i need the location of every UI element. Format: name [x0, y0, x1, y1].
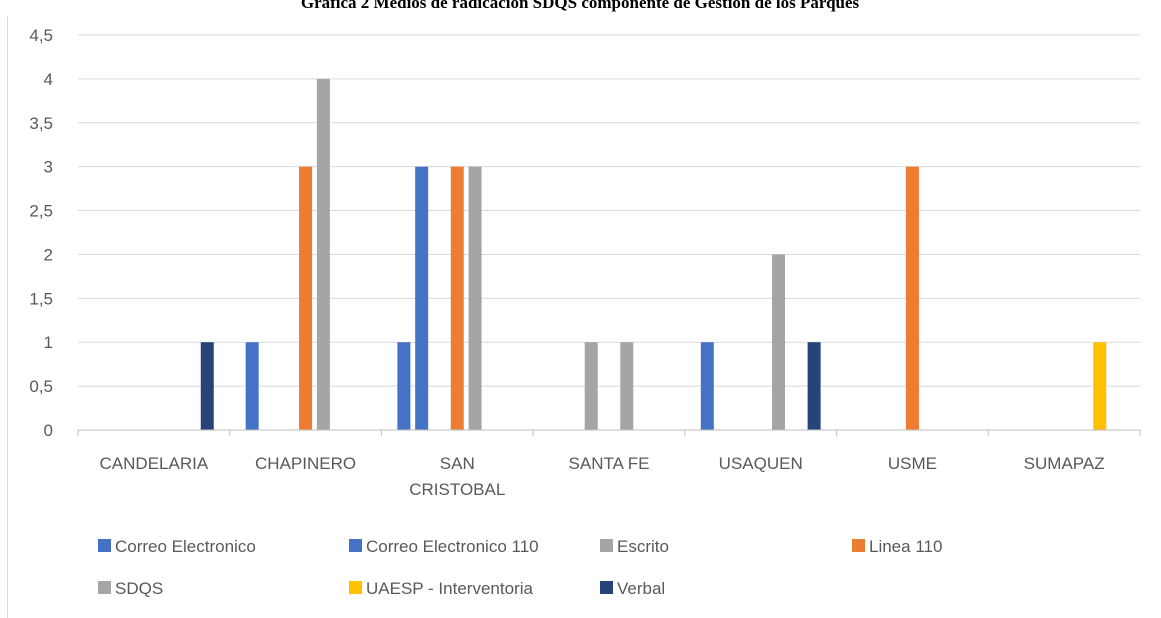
bar [772, 254, 786, 430]
bar [316, 78, 330, 430]
y-tick-label: 3,5 [29, 114, 53, 133]
x-tick-label: USAQUEN [719, 454, 803, 473]
bar [415, 166, 429, 430]
axes: 0 0,5 1 1,5 2 2,5 3 3,5 4 4,5 CANDELARIA CHAPINERO S… [29, 26, 1141, 499]
y-tick-label: 1 [44, 333, 53, 352]
legend-swatch [98, 581, 111, 594]
legend-swatch [852, 539, 865, 552]
legend-label: Verbal [617, 579, 665, 598]
legend-label: Escrito [617, 537, 669, 556]
bar [245, 342, 259, 430]
legend: Correo Electronico Correo Electronico 110… [98, 537, 942, 598]
x-tick-label: USME [888, 454, 937, 473]
bar [200, 342, 214, 430]
legend-swatch [349, 581, 362, 594]
legend-swatch [349, 539, 362, 552]
legend-label: Correo Electronico [115, 537, 256, 556]
bars [200, 78, 1107, 430]
y-tick-label: 4 [44, 70, 53, 89]
legend-label: UAESP - Interventoria [366, 579, 533, 598]
legend-swatch [600, 581, 613, 594]
bar [468, 166, 482, 430]
x-tick-label: SANTA FE [569, 454, 650, 473]
bar [299, 166, 313, 430]
y-tick-label: 0 [44, 421, 53, 440]
legend-swatch [98, 539, 111, 552]
legend-label: Correo Electronico 110 [366, 537, 539, 556]
legend-label: Linea 110 [869, 537, 942, 556]
bar [584, 342, 598, 430]
bar [397, 342, 411, 430]
y-tick-label: 0,5 [29, 377, 53, 396]
bar [620, 342, 634, 430]
y-tick-label: 2 [44, 245, 53, 264]
legend-label: SDQS [115, 579, 163, 598]
y-tick-label: 2,5 [29, 202, 53, 221]
x-tick-label: SUMAPAZ [1024, 454, 1105, 473]
x-tick-label: SAN CRISTOBAL [409, 454, 505, 499]
bar [1093, 342, 1107, 430]
bar [807, 342, 821, 430]
bar [450, 166, 464, 430]
legend-swatch [600, 539, 613, 552]
gridlines [78, 34, 1140, 387]
y-tick-label: 3 [44, 158, 53, 177]
chart-title: Gráfica 2 Medios de radicación SDQS comp… [301, 0, 860, 12]
bar [905, 166, 919, 430]
bar [700, 342, 714, 430]
y-tick-label: 1,5 [29, 289, 53, 308]
x-tick-label: CANDELARIA [100, 454, 209, 473]
x-tick-label: CHAPINERO [255, 454, 356, 473]
y-tick-label: 4,5 [29, 26, 53, 45]
